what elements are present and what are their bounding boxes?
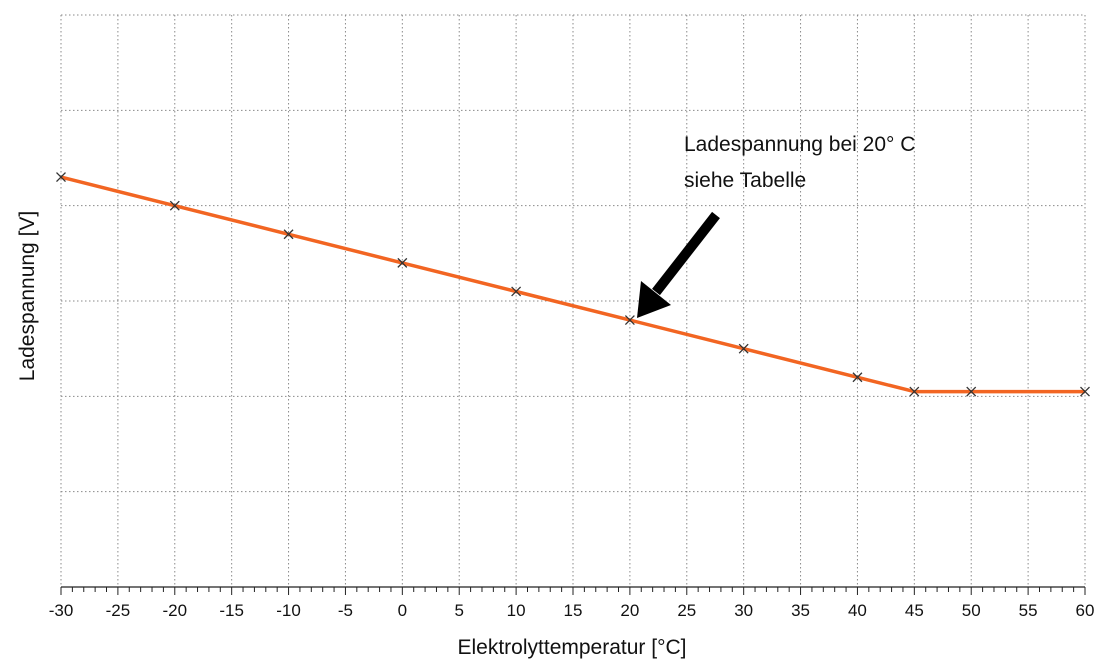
x-tick-label: 35 [791,601,810,620]
data-point-marker [169,200,180,211]
x-tick-label: -10 [276,601,301,620]
x-tick-label: -30 [49,601,74,620]
data-point-marker [511,286,522,297]
x-tick-label: 0 [398,601,407,620]
x-tick-label: 20 [620,601,639,620]
x-tick-label: 5 [454,601,463,620]
x-tick-label: 50 [962,601,981,620]
data-point-marker [624,315,635,326]
x-tick-label: 15 [564,601,583,620]
x-axis-title: Elektrolyttemperatur [°C] [458,636,687,659]
x-tick-label: -20 [162,601,187,620]
x-axis [60,586,1086,595]
x-tick-label: 45 [905,601,924,620]
arrow-icon [637,211,720,318]
x-tick-labels: -30 -25 -20 -15 -10 -5 0 5 10 15 20 25 30 35 40 45 50 55 6… [49,601,1095,620]
annotation: Ladespannung bei 20° C siehe Tabelle [637,133,915,318]
x-tick-label: -25 [106,601,131,620]
x-tick-label: 40 [848,601,867,620]
data-markers [56,172,1090,397]
data-point-marker [909,386,920,397]
x-tick-label: -5 [338,601,353,620]
data-point-marker [397,257,408,268]
x-tick-label: 60 [1076,601,1095,620]
annotation-line-2: siehe Tabelle [684,169,806,192]
x-tick-label: -15 [219,601,244,620]
data-point-marker [966,386,977,397]
x-tick-label: 55 [1019,601,1038,620]
annotation-line-1: Ladespannung bei 20° C [684,133,915,156]
data-point-marker [1080,386,1090,397]
data-point-marker [56,172,66,183]
x-tick-label: 25 [677,601,696,620]
x-tick-label: 30 [734,601,753,620]
data-point-marker [283,229,294,240]
grid [60,14,1086,588]
data-point-marker [738,343,749,354]
x-tick-label: 10 [507,601,526,620]
data-point-marker [852,372,863,383]
y-axis-title: Ladespannung [V] [16,211,39,381]
